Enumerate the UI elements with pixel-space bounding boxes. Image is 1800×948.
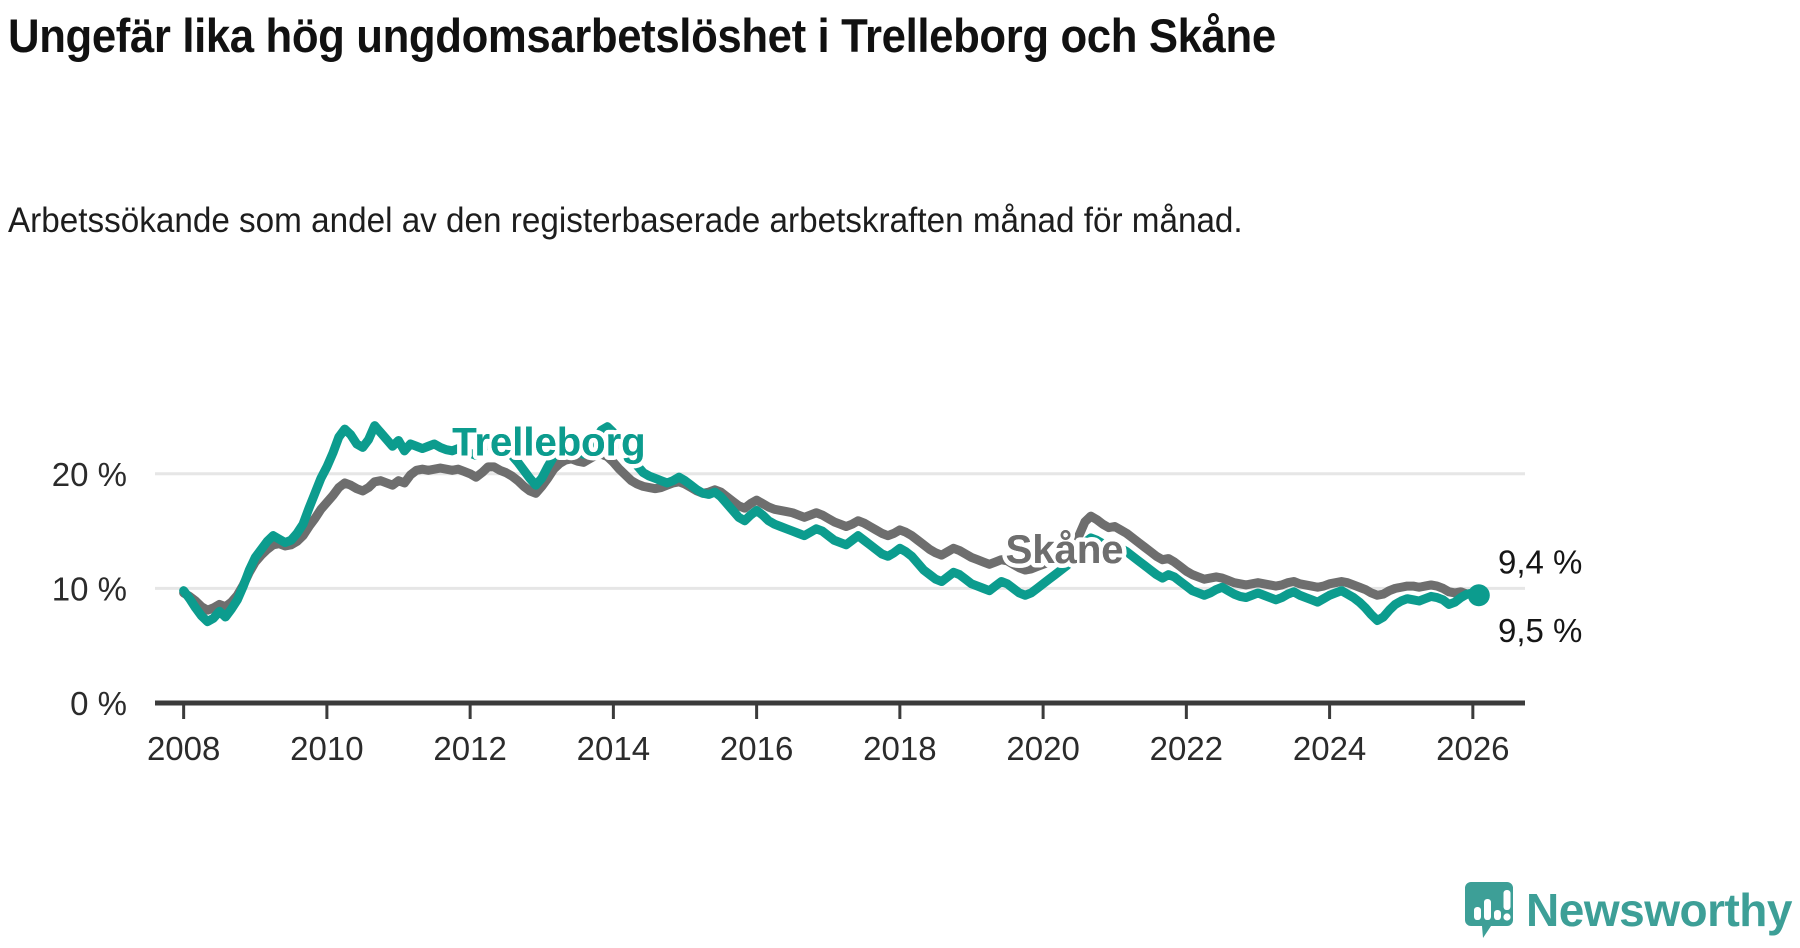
- x-tick-label: 2022: [1150, 730, 1223, 767]
- brand-name: Newsworthy: [1526, 884, 1792, 936]
- x-tick-label: 2012: [433, 730, 506, 767]
- x-tick-label: 2008: [147, 730, 220, 767]
- axis-tick-labels: 2008 2010 2012 2014 2016 2018 2020 2022 2024 2026…: [52, 456, 1510, 767]
- series-label-halo: Trelleborg: [452, 420, 645, 464]
- end-value-labels: 9,5 % 9,4 %: [1498, 543, 1582, 649]
- y-tick-label: 0 %: [70, 685, 127, 722]
- y-tick-label: 10 %: [52, 570, 127, 607]
- bar-chart-speech-bubble-icon: [1465, 882, 1514, 938]
- x-tick-label: 2014: [577, 730, 650, 767]
- series-label-skne: Skåne: [1006, 528, 1124, 572]
- x-tick-label: 2018: [863, 730, 936, 767]
- series-line-trelleborg: [179, 421, 1484, 627]
- series-label-halo: Skåne: [1006, 528, 1124, 572]
- series-line-skne: [179, 449, 1484, 615]
- x-tick-label: 2016: [720, 730, 793, 767]
- x-tick-label: 2024: [1293, 730, 1366, 767]
- page-title: Ungefär lika hög ungdomsarbetslöshet i T…: [8, 9, 1276, 62]
- chart-container: 2008 2010 2012 2014 2016 2018 2020 2022 2024 2026…: [0, 330, 1800, 790]
- x-tick-label: 2010: [290, 730, 363, 767]
- end-label-trelleborg: 9,4 %: [1498, 543, 1582, 580]
- end-label-skane: 9,5 %: [1498, 612, 1582, 649]
- line-chart: 2008 2010 2012 2014 2016 2018 2020 2022 2024 2026…: [52, 416, 1583, 767]
- newsworthy-logo: Newsworthy: [1465, 882, 1792, 938]
- y-tick-label: 20 %: [52, 456, 127, 493]
- x-tick-label: 2026: [1436, 730, 1509, 767]
- page-subtitle: Arbetssökande som andel av den registerb…: [8, 201, 1243, 240]
- series-lines: [179, 421, 1490, 627]
- series-endpoint-dot: [1467, 584, 1490, 607]
- x-axis: [155, 700, 1525, 719]
- series-label-trelleborg: Trelleborg: [452, 420, 645, 464]
- x-tick-label: 2020: [1006, 730, 1079, 767]
